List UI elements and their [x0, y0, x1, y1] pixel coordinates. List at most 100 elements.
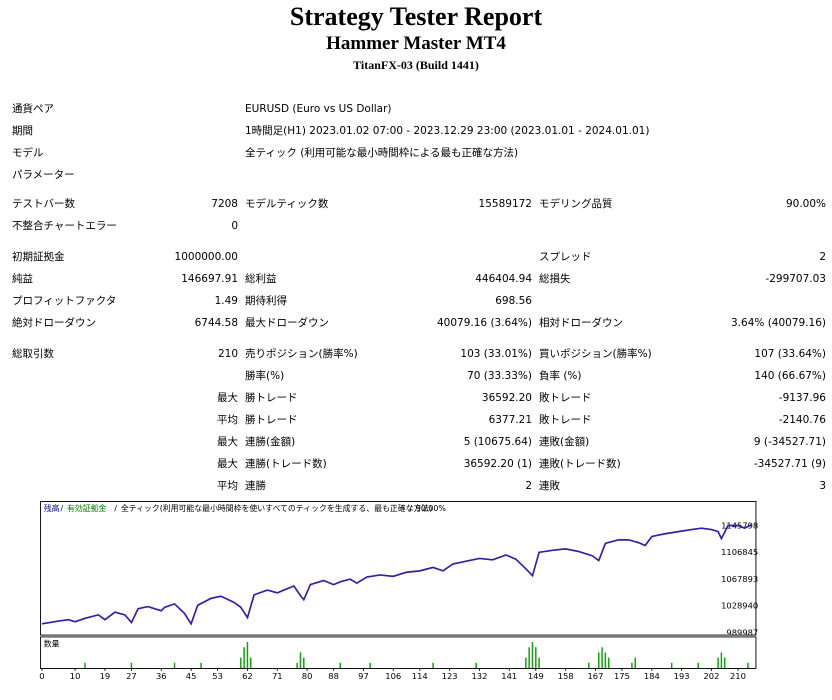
- x-tick-label: 88: [328, 671, 339, 681]
- x-tick-label: 123: [442, 671, 458, 681]
- expected-value: 698.56: [495, 295, 532, 307]
- x-tick-label: 141: [501, 671, 517, 681]
- volume-bar: [634, 657, 636, 669]
- y-tick-label: 1028940: [721, 601, 758, 611]
- total-trades-value: 210: [217, 348, 238, 360]
- gross-loss-label: 総損失: [539, 273, 571, 285]
- volume-bar: [250, 657, 252, 669]
- max-dd-value: 40079.16 (3.64%): [437, 317, 532, 329]
- mismatch-label: 不整合チャートエラー: [12, 220, 117, 232]
- cons-losses-money-value: 9 (-34527.71): [753, 436, 826, 448]
- model-label: モデル: [12, 147, 44, 159]
- long-label: 買いポジション(勝率%): [539, 348, 652, 360]
- volume-bar: [588, 662, 590, 669]
- volume-bar: [84, 662, 86, 669]
- volume-bar: [717, 657, 719, 669]
- volume-bar: [130, 662, 133, 669]
- avg-loss-value: -2140.76: [778, 414, 826, 426]
- max-label-3: 最大: [217, 458, 238, 470]
- volume-bar: [538, 657, 540, 669]
- period-value: 1時間足(H1) 2023.01.02 07:00 - 2023.12.29 2…: [245, 125, 650, 137]
- win-rate-value: 70 (33.33%): [467, 370, 532, 382]
- volume-bar: [528, 647, 530, 669]
- x-tick-label: 158: [558, 671, 574, 681]
- volume-bar: [631, 662, 633, 669]
- avg-win-value: 6377.21: [488, 414, 532, 426]
- x-tick-label: 167: [587, 671, 603, 681]
- avg-cons-wins-label: 連勝: [245, 480, 266, 492]
- x-tick-label: 80: [302, 671, 313, 681]
- volume-bar: [200, 662, 202, 669]
- largest-loss-value: -9137.96: [778, 392, 826, 404]
- volume-bar: [303, 657, 305, 669]
- x-tick-label: 36: [156, 671, 167, 681]
- cons-loss-count-value: -34527.71 (9): [753, 458, 826, 470]
- largest-win-label: 勝トレード: [245, 392, 298, 404]
- avg-cons-wins-value: 2: [525, 480, 532, 492]
- volume-bar: [525, 657, 527, 669]
- max-label-2: 最大: [217, 436, 238, 448]
- broker-build: TitanFX-03 (Build 1441): [353, 58, 479, 72]
- x-tick-label: 210: [730, 671, 746, 681]
- volume-bar: [601, 647, 603, 669]
- main-plot-frame: [40, 501, 757, 636]
- pf-value: 1.49: [214, 295, 238, 307]
- short-value: 103 (33.01%): [460, 348, 532, 360]
- volume-bar: [607, 657, 610, 669]
- max-dd-label: 最大ドローダウン: [245, 317, 329, 329]
- x-tick-label: 45: [186, 671, 197, 681]
- bars-value: 7208: [211, 198, 238, 210]
- volume-bar: [747, 662, 749, 669]
- pf-label: プロフィットファクタ: [12, 295, 117, 307]
- x-tick-label: 132: [471, 671, 487, 681]
- equity-line: [41, 524, 752, 626]
- long-value: 107 (33.64%): [754, 348, 826, 360]
- net-value: 146697.91: [181, 273, 238, 285]
- volume-bar: [535, 647, 537, 669]
- avg-win-label: 勝トレード: [245, 414, 298, 426]
- short-label: 売りポジション(勝率%): [245, 348, 358, 360]
- legend-sep-3: /: [409, 504, 412, 513]
- legend-balance: 残高: [44, 503, 60, 513]
- avg-label-1: 平均: [217, 414, 238, 426]
- cons-wins-money-label: 連勝(金額): [245, 436, 296, 448]
- x-tick-label: 106: [385, 671, 401, 681]
- expected-label: 期待利得: [245, 295, 287, 307]
- loss-rate-label: 負率 (%): [539, 370, 582, 382]
- volume-plot-frame: [40, 636, 757, 669]
- volume-bar: [697, 662, 699, 669]
- net-label: 純益: [12, 273, 33, 285]
- x-tick-label: 193: [674, 671, 690, 681]
- legend-equity: 有効証拠金: [67, 503, 106, 513]
- abs-dd-label: 絶対ドローダウン: [12, 317, 96, 329]
- x-tick-label: 0: [39, 671, 44, 681]
- win-rate-label: 勝率(%): [245, 370, 285, 382]
- largest-win-value: 36592.20: [481, 392, 532, 404]
- gross-loss-value: -299707.03: [765, 273, 826, 285]
- x-tick-label: 19: [100, 671, 111, 681]
- gross-profit-value: 446404.94: [475, 273, 532, 285]
- cons-profit-count-label: 連勝(トレード数): [245, 458, 327, 470]
- volume-bar: [604, 652, 607, 669]
- rel-dd-label: 相対ドローダウン: [539, 317, 623, 329]
- volume-bar: [173, 662, 176, 669]
- x-tick-label: 149: [528, 671, 544, 681]
- volume-label: 数量: [44, 639, 60, 649]
- x-tick-label: 97: [358, 671, 369, 681]
- period-label: 期間: [12, 125, 33, 137]
- volume-bar: [598, 652, 600, 669]
- cons-profit-count-value: 36592.20 (1): [463, 458, 532, 470]
- gross-profit-label: 総利益: [245, 273, 277, 285]
- volume-bar: [339, 662, 341, 669]
- spread-label: スプレッド: [539, 251, 592, 263]
- max-label-1: 最大: [217, 392, 238, 404]
- deposit-label: 初期証拠金: [12, 251, 65, 263]
- volume-bar: [432, 662, 434, 669]
- x-tick-label: 53: [212, 671, 223, 681]
- balance-chart: 残高 / 有効証拠金 / 全ティック(利用可能な最小時間枠を使いすべてのティック…: [39, 501, 758, 681]
- deposit-value: 1000000.00: [174, 251, 238, 263]
- volume-bar: [240, 657, 242, 669]
- x-tick-label: 184: [644, 671, 660, 681]
- x-axis: 0 10 19 27 36 45 53 62 71 80 88 97 106 114 123 132 141 14…: [39, 668, 746, 681]
- volume-bar: [246, 642, 249, 669]
